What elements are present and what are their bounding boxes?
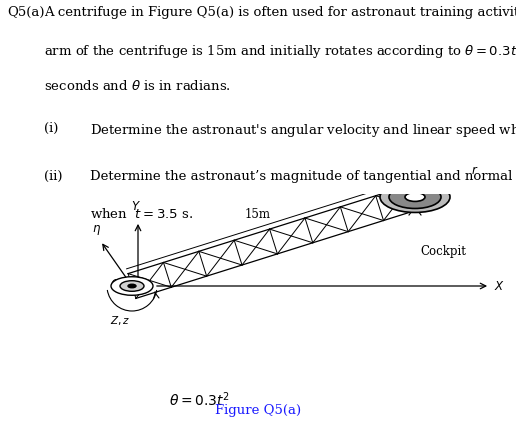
Text: (i): (i): [44, 122, 58, 135]
Circle shape: [380, 181, 450, 212]
Text: 15m: 15m: [245, 208, 271, 221]
Text: $\theta = 0.3t^2$: $\theta = 0.3t^2$: [169, 391, 231, 409]
Text: Q5(a): Q5(a): [8, 6, 45, 19]
Circle shape: [405, 192, 425, 201]
Text: $Y$: $Y$: [131, 200, 141, 213]
Text: $Z, z$: $Z, z$: [110, 314, 131, 327]
Text: $r$: $r$: [472, 165, 479, 178]
Text: Determine the astronaut’s magnitude of tangential and normal acceleration: Determine the astronaut’s magnitude of t…: [90, 170, 516, 183]
Text: (ii): (ii): [44, 170, 62, 183]
Text: A centrifuge in Figure Q5(a) is often used for astronaut training activity. The : A centrifuge in Figure Q5(a) is often us…: [44, 6, 516, 19]
Circle shape: [409, 187, 421, 192]
Circle shape: [120, 281, 144, 291]
Text: $X$: $X$: [494, 279, 505, 292]
Text: $\eta$: $\eta$: [92, 223, 102, 237]
Circle shape: [111, 277, 153, 295]
Circle shape: [128, 284, 136, 288]
Text: arm of the centrifuge is 15m and initially rotates according to $\theta = 0.3t^2: arm of the centrifuge is 15m and initial…: [44, 43, 516, 62]
Text: seconds and $\theta$ is in radians.: seconds and $\theta$ is in radians.: [44, 79, 231, 93]
Text: Figure Q5(a): Figure Q5(a): [215, 404, 301, 417]
Text: when  $t = 3.5$ s.: when $t = 3.5$ s.: [90, 207, 194, 221]
Text: $O$: $O$: [110, 278, 121, 290]
Circle shape: [389, 186, 441, 208]
Text: Determine the astronaut's angular velocity and linear speed when $t = 3.5$ s.: Determine the astronaut's angular veloci…: [90, 122, 516, 138]
Text: Cockpit: Cockpit: [420, 245, 466, 258]
